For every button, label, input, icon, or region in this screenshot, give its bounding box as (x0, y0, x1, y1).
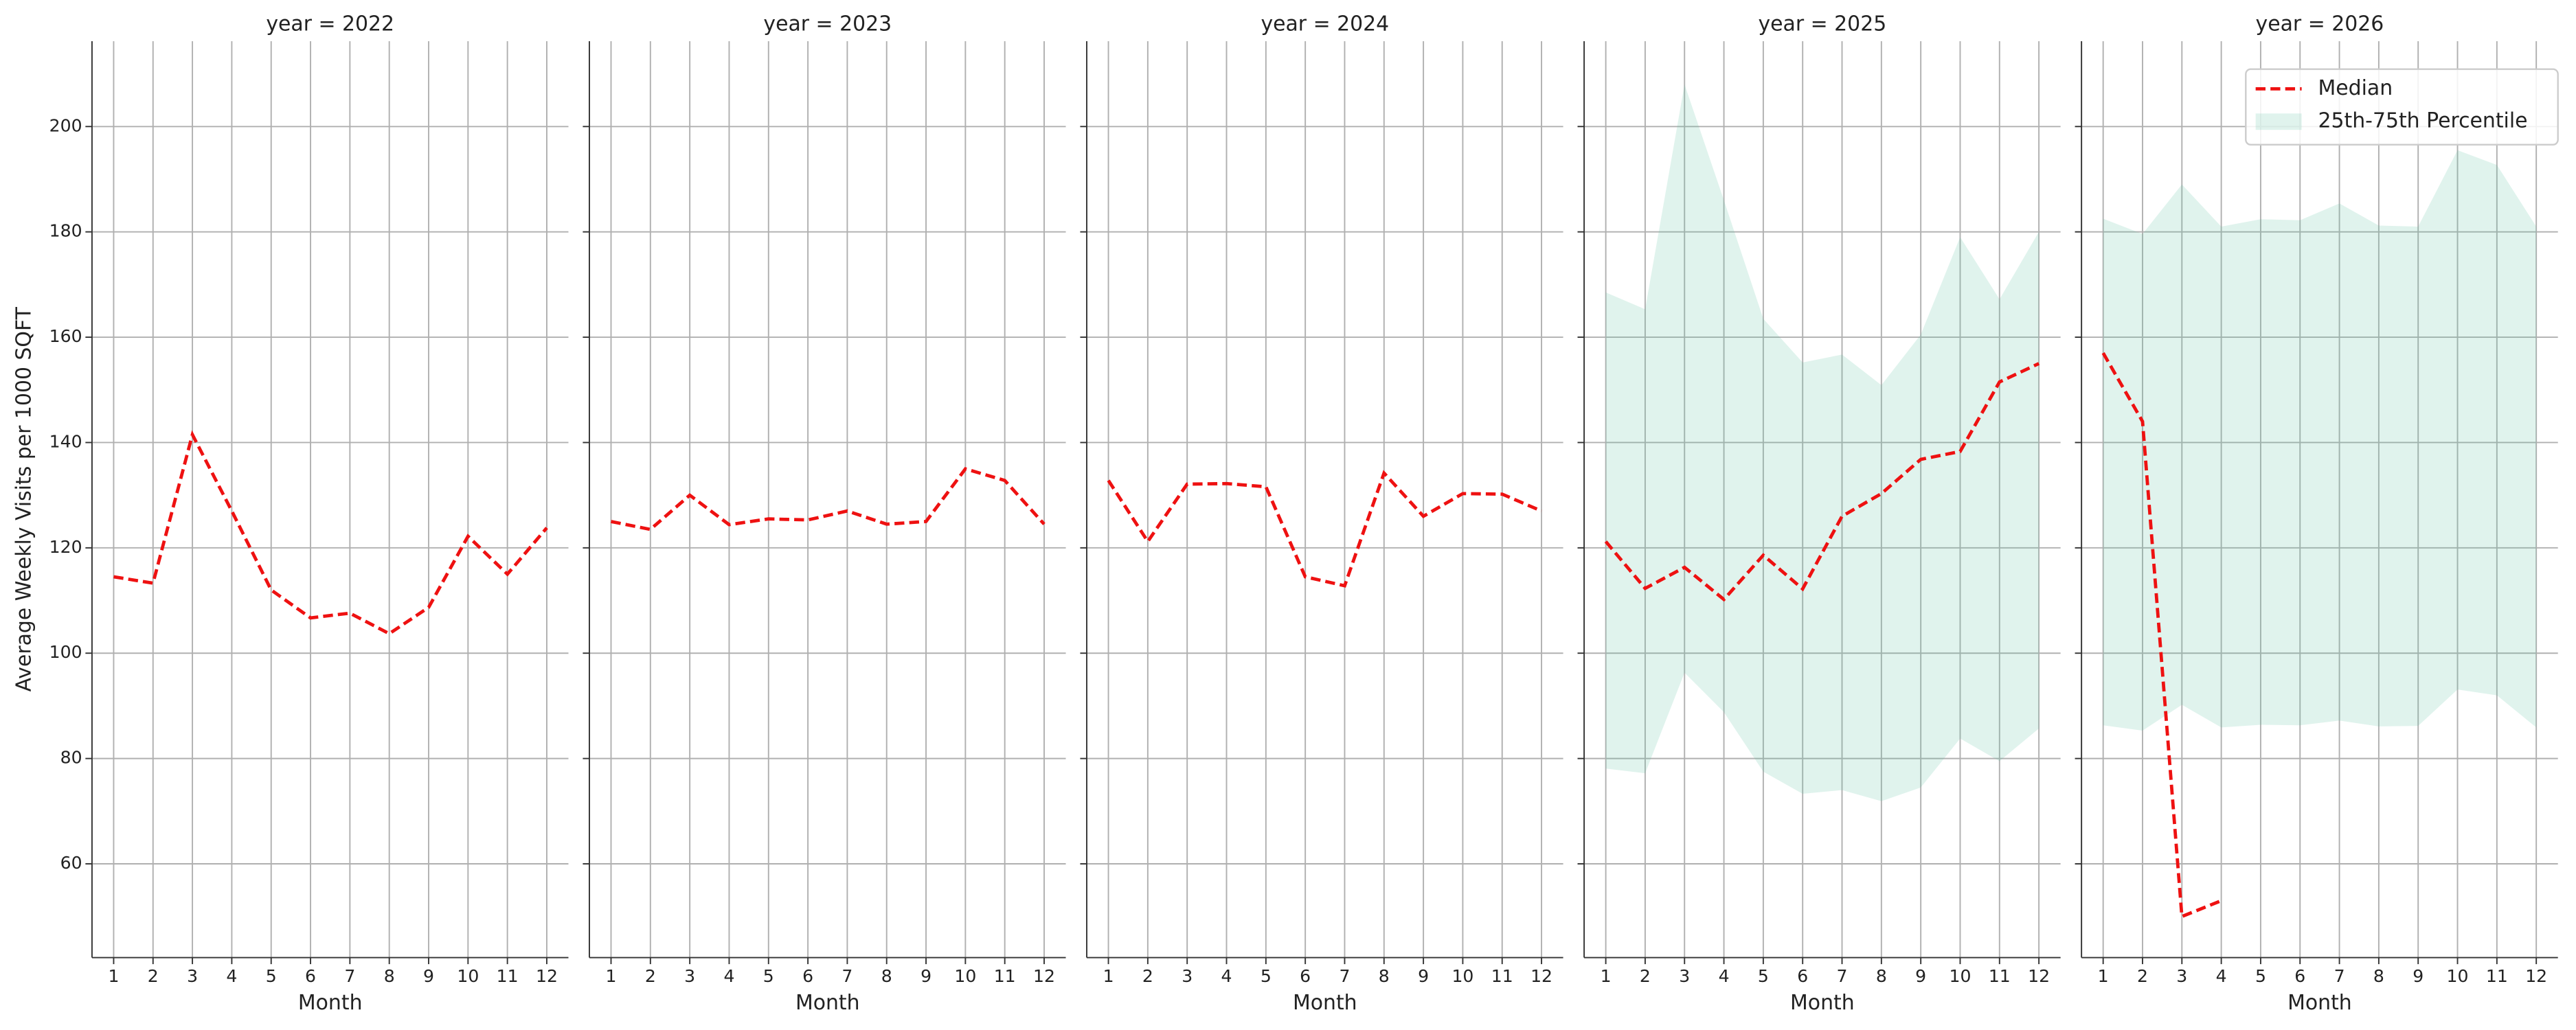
x-axis-label: Month (1790, 991, 1855, 1015)
panel-title: year = 2026 (2256, 12, 2384, 36)
x-tick-label: 2 (148, 966, 159, 986)
x-tick-label: 3 (1679, 966, 1690, 986)
x-tick-label: 5 (1758, 966, 1769, 986)
x-tick-label: 6 (1300, 966, 1311, 986)
x-tick-label: 10 (2447, 966, 2469, 986)
percentile-band (2103, 150, 2537, 731)
x-tick-label: 8 (2373, 966, 2384, 986)
percentile-band (1605, 84, 2040, 801)
x-tick-label: 5 (266, 966, 277, 986)
y-tick-label: 60 (60, 853, 82, 873)
x-tick-label: 3 (1182, 966, 1193, 986)
panel-title: year = 2023 (763, 12, 892, 36)
x-tick-label: 4 (723, 966, 734, 986)
x-tick-label: 7 (1837, 966, 1848, 986)
x-tick-label: 1 (108, 966, 119, 986)
x-tick-label: 9 (1915, 966, 1926, 986)
x-tick-label: 5 (763, 966, 774, 986)
x-tick-label: 4 (1221, 966, 1232, 986)
x-axis-label: Month (795, 991, 860, 1015)
x-tick-label: 12 (2028, 966, 2050, 986)
x-tick-label: 3 (187, 966, 198, 986)
x-tick-label: 8 (1379, 966, 1390, 986)
x-tick-label: 4 (226, 966, 237, 986)
x-tick-label: 12 (536, 966, 558, 986)
x-tick-label: 2 (1640, 966, 1651, 986)
x-tick-label: 11 (2486, 966, 2508, 986)
x-tick-label: 11 (994, 966, 1016, 986)
x-tick-label: 1 (2098, 966, 2109, 986)
x-tick-label: 8 (881, 966, 892, 986)
median-line (2101, 352, 2222, 919)
x-tick-label: 4 (1719, 966, 1730, 986)
x-tick-label: 5 (2255, 966, 2266, 986)
legend-label: 25th-75th Percentile (2318, 109, 2528, 133)
x-tick-label: 10 (1950, 966, 1971, 986)
x-tick-label: 9 (423, 966, 434, 986)
x-tick-label: 5 (1261, 966, 1272, 986)
x-tick-label: 12 (1033, 966, 1055, 986)
y-tick-label: 180 (49, 221, 82, 241)
x-tick-label: 9 (1418, 966, 1429, 986)
x-tick-label: 6 (1797, 966, 1808, 986)
x-tick-label: 10 (954, 966, 976, 986)
x-tick-label: 8 (384, 966, 395, 986)
x-tick-label: 6 (802, 966, 813, 986)
x-tick-label: 6 (305, 966, 316, 986)
x-tick-label: 10 (457, 966, 479, 986)
x-tick-label: 3 (2176, 966, 2187, 986)
y-tick-label: 80 (60, 748, 82, 768)
x-tick-label: 8 (1876, 966, 1887, 986)
y-tick-label: 140 (49, 431, 82, 451)
y-tick-label: 200 (49, 115, 82, 135)
x-tick-label: 1 (606, 966, 617, 986)
panel-title: year = 2025 (1759, 12, 1887, 36)
legend-swatch (2255, 113, 2302, 130)
x-tick-label: 3 (684, 966, 695, 986)
panel-title: year = 2024 (1261, 12, 1389, 36)
x-axis-label: Month (2287, 991, 2352, 1015)
x-tick-label: 2 (2137, 966, 2148, 986)
y-tick-label: 120 (49, 537, 82, 557)
x-tick-label: 1 (1103, 966, 1114, 986)
legend: Median 25th-75th Percentile (2245, 68, 2559, 146)
x-tick-label: 1 (1601, 966, 1612, 986)
legend-frame (2245, 68, 2559, 146)
x-tick-label: 11 (1989, 966, 2011, 986)
legend-label: Median (2318, 76, 2393, 100)
median-line (113, 430, 548, 636)
x-tick-label: 4 (2216, 966, 2227, 986)
x-tick-label: 7 (841, 966, 852, 986)
x-tick-label: 12 (1530, 966, 1552, 986)
x-axis-label: Month (1293, 991, 1357, 1015)
y-axis-label: Average Weekly Visits per 1000 SQFT (12, 306, 36, 691)
median-line (1107, 470, 1543, 588)
x-axis-label: Month (298, 991, 363, 1015)
x-tick-label: 12 (2525, 966, 2547, 986)
x-tick-label: 2 (645, 966, 656, 986)
x-tick-label: 10 (1451, 966, 1473, 986)
median-line (1604, 362, 2040, 602)
x-tick-label: 7 (1339, 966, 1350, 986)
y-tick-label: 100 (49, 642, 82, 662)
x-tick-label: 11 (497, 966, 519, 986)
x-tick-label: 2 (1142, 966, 1153, 986)
x-tick-label: 7 (344, 966, 355, 986)
x-tick-label: 11 (1491, 966, 1513, 986)
median-line (611, 467, 1046, 531)
x-tick-label: 9 (920, 966, 931, 986)
panel-title: year = 2022 (266, 12, 394, 36)
x-tick-label: 9 (2413, 966, 2424, 986)
y-tick-label: 160 (49, 326, 82, 346)
x-tick-label: 7 (2334, 966, 2345, 986)
x-tick-label: 6 (2294, 966, 2305, 986)
